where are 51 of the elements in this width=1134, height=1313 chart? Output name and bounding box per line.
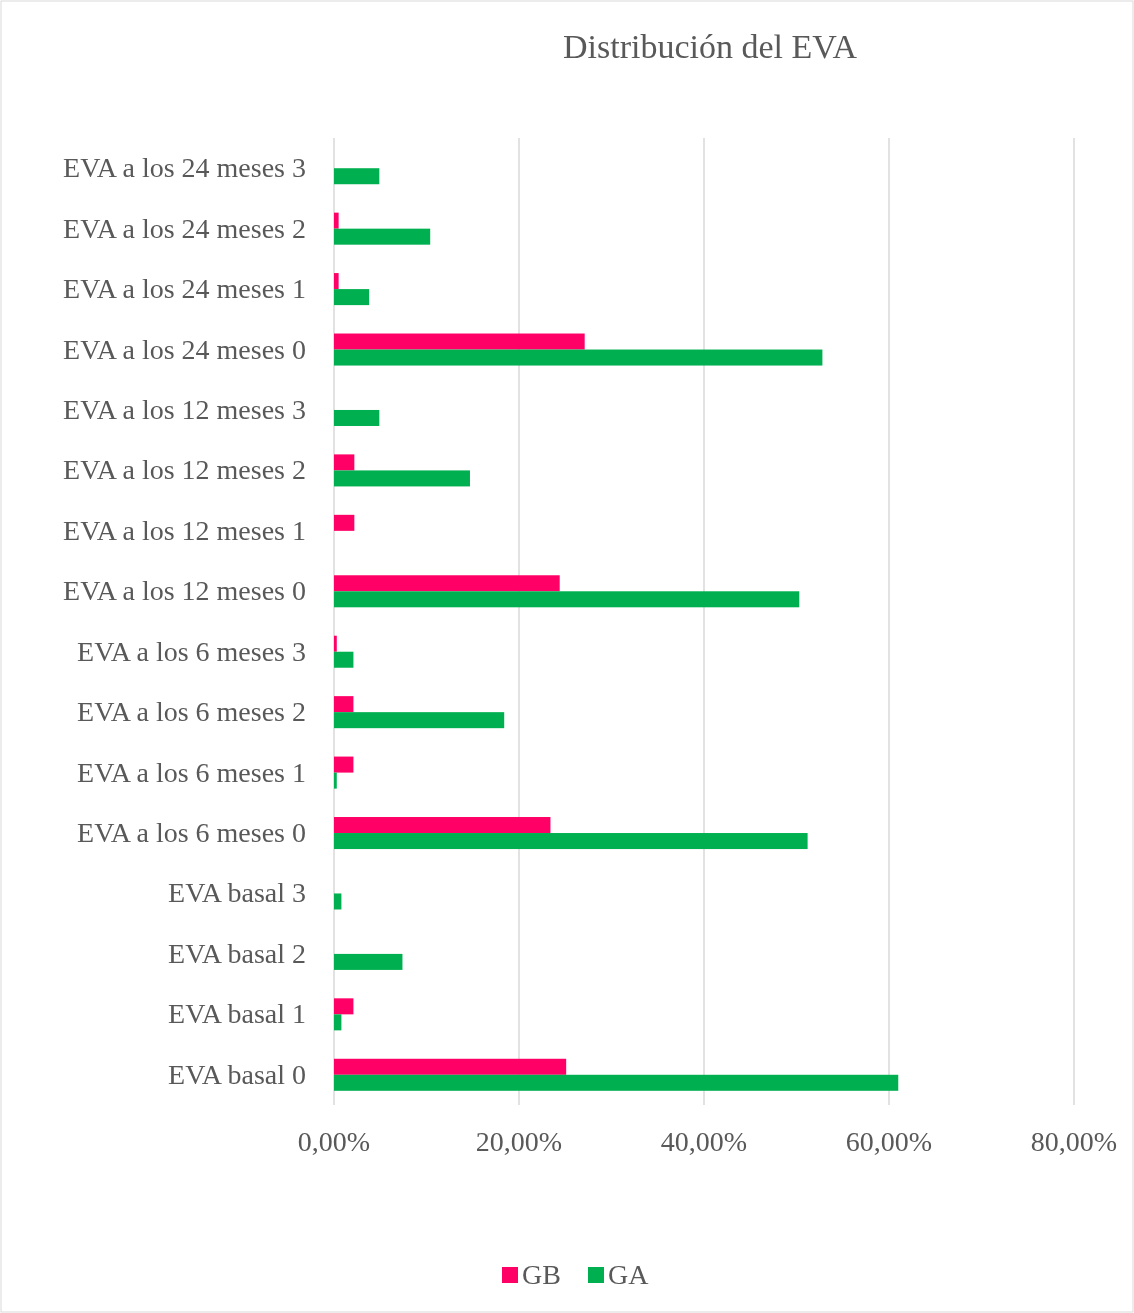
y-tick-label: EVA basal 3 — [168, 877, 306, 909]
bar — [334, 998, 354, 1015]
x-tick-label: 40,00% — [660, 1126, 748, 1157]
bar — [334, 635, 337, 652]
y-tick-label: EVA a los 12 meses 0 — [63, 575, 306, 607]
y-tick-label: EVA basal 2 — [168, 937, 306, 969]
bar — [334, 514, 355, 531]
x-tick-label: 0,00% — [297, 1126, 371, 1157]
bar — [334, 833, 808, 850]
bar — [334, 1014, 342, 1031]
bar — [334, 212, 339, 229]
y-tick-label: EVA a los 6 meses 3 — [77, 635, 306, 667]
bar — [334, 575, 560, 592]
chart-title: Distribución del EVA — [562, 28, 858, 65]
x-tick-label: 60,00% — [845, 1126, 933, 1157]
bar — [334, 756, 354, 773]
legend-label: GB — [522, 1259, 561, 1290]
bar — [334, 454, 355, 471]
bar — [334, 349, 823, 366]
y-tick-label: EVA a los 24 meses 3 — [63, 152, 306, 184]
bar — [334, 409, 380, 426]
bar — [334, 470, 470, 487]
bar — [334, 696, 354, 713]
y-tick-label: EVA a los 6 meses 1 — [77, 756, 306, 788]
bar — [334, 651, 354, 668]
y-tick-label: EVA a los 6 meses 2 — [77, 696, 306, 728]
y-tick-label: EVA a los 24 meses 1 — [63, 273, 306, 305]
x-tick-label: 80,00% — [1030, 1126, 1118, 1157]
bar — [334, 817, 551, 834]
bar — [334, 893, 342, 910]
bar — [334, 333, 585, 350]
y-tick-label: EVA a los 24 meses 0 — [63, 333, 306, 365]
bar — [334, 168, 380, 185]
x-tick-label: 20,00% — [475, 1126, 563, 1157]
bar — [334, 772, 337, 789]
y-tick-label: EVA basal 0 — [168, 1058, 306, 1090]
y-tick-label: EVA a los 24 meses 2 — [63, 212, 306, 244]
bar — [334, 712, 505, 729]
bar — [334, 591, 800, 608]
y-tick-label: EVA a los 6 meses 0 — [77, 817, 306, 849]
bar — [334, 1074, 899, 1091]
bar — [334, 953, 403, 970]
bar — [334, 228, 431, 245]
y-tick-label: EVA a los 12 meses 1 — [63, 514, 306, 546]
y-tick-label: EVA basal 1 — [168, 998, 306, 1030]
bar — [334, 1058, 567, 1075]
bar — [334, 289, 370, 306]
legend-label: GA — [608, 1259, 650, 1290]
y-tick-label: EVA a los 12 meses 3 — [63, 393, 306, 425]
bar — [334, 273, 339, 290]
y-tick-label: EVA a los 12 meses 2 — [63, 454, 306, 486]
